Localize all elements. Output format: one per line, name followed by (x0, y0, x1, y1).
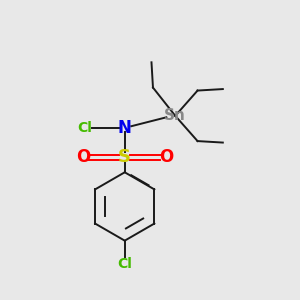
Text: O: O (76, 148, 90, 166)
Text: S: S (118, 148, 131, 166)
Text: Sn: Sn (164, 108, 186, 123)
Text: N: N (118, 119, 132, 137)
Text: Cl: Cl (117, 257, 132, 272)
Text: Cl: Cl (77, 121, 92, 135)
Text: O: O (159, 148, 173, 166)
